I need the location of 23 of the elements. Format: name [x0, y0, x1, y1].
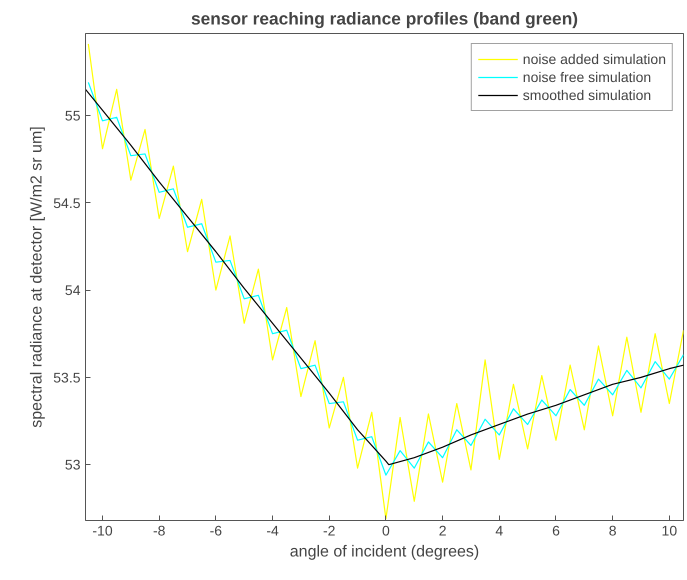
x-tick-label: 0 [382, 522, 390, 538]
x-tick-label: -8 [152, 522, 166, 538]
x-tick-label: 4 [495, 522, 504, 538]
x-tick-label: 2 [438, 522, 447, 538]
y-axis-title: spectral radiance at detector [W/m2 sr um] [28, 126, 46, 428]
y-tick-label: 55 [64, 108, 81, 124]
x-tick-label: -4 [266, 522, 279, 538]
x-tick-label: -10 [92, 522, 113, 538]
y-tick-label: 53 [64, 456, 81, 473]
legend-label: smoothed simulation [522, 86, 652, 104]
x-axis-title: angle of incident (degrees) [290, 544, 480, 560]
x-tick-label: 6 [552, 522, 560, 538]
x-tick-label: -6 [210, 522, 222, 538]
y-tick-label: 54.5 [53, 194, 81, 211]
line-series [88, 43, 684, 520]
legend-label: noise free simulation [522, 68, 652, 86]
x-tick-label: 10 [662, 522, 678, 538]
chart-title: sensor reaching radiance profiles (band green) [190, 8, 578, 28]
legend-label: noise added simulation [522, 50, 666, 68]
y-tick-label: 53.5 [53, 369, 81, 386]
x-tick-label: -2 [323, 522, 336, 538]
x-tick-label: 8 [608, 522, 617, 538]
y-tick-label: 54 [64, 282, 81, 298]
